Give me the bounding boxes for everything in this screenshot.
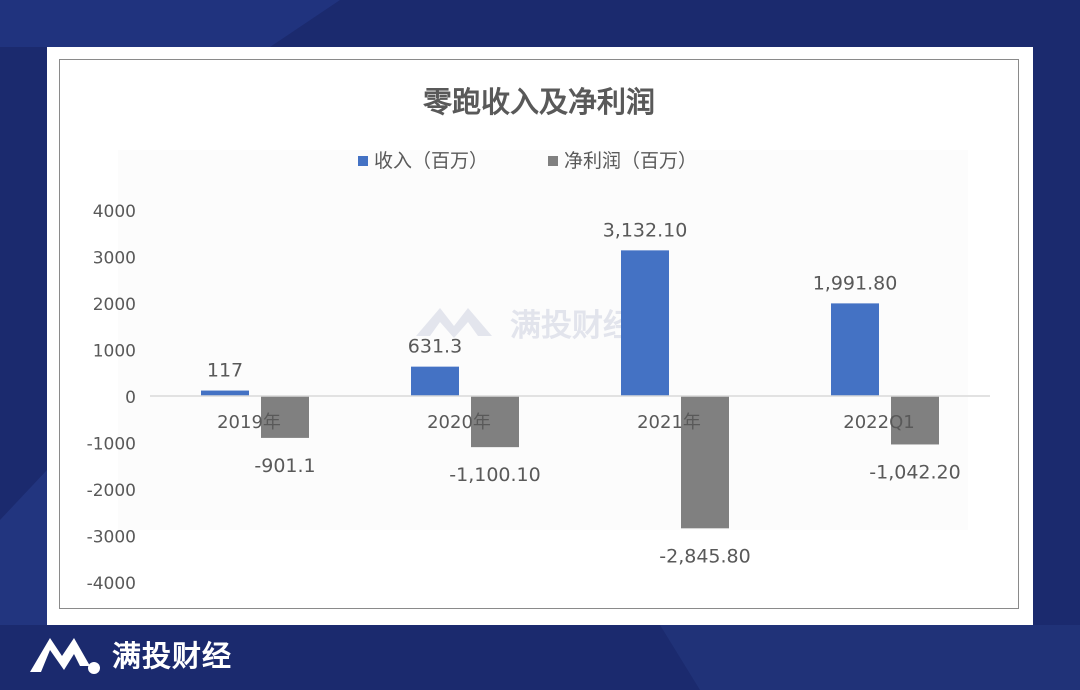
y-tick-label: 1000	[93, 342, 136, 362]
y-tick-label: 3000	[93, 249, 136, 269]
y-tick-label: -2000	[87, 481, 136, 501]
revenue-bar	[831, 303, 879, 396]
watermark-text: 满投财经	[510, 308, 634, 344]
legend-label-1: 净利润（百万）	[564, 150, 697, 172]
net-profit-bar	[681, 396, 729, 529]
revenue-data-label: 1,991.80	[813, 272, 898, 294]
brand: 满投财经	[28, 632, 232, 676]
bars	[201, 250, 939, 529]
legend-swatch-0	[358, 156, 368, 166]
net-profit-data-label: -901.1	[254, 455, 315, 477]
net-profit-bar	[471, 396, 519, 448]
brand-logo-icon	[30, 638, 100, 674]
plot-area	[118, 150, 968, 530]
revenue-data-label: 117	[207, 360, 243, 382]
brand-name: 满投财经	[112, 639, 233, 673]
net-profit-data-label: -2,845.80	[659, 545, 750, 567]
revenue-data-label: 631.3	[408, 336, 462, 358]
x-tick-label: 2020年	[427, 412, 491, 433]
chart-title: 零跑收入及净利润	[423, 85, 655, 119]
legend: 收入（百万） 净利润（百万）	[358, 150, 697, 172]
x-tick-label: 2019年	[217, 412, 281, 433]
y-tick-label: -1000	[87, 435, 136, 455]
revenue-bar	[621, 250, 669, 396]
watermark: 满投财经	[416, 308, 634, 344]
chart-card: 满投财经 零跑收入及净利润 收入（百万） 净利润（百万） 4000 3000 2000…	[47, 47, 1033, 625]
net-profit-data-label: -1,100.10	[449, 464, 540, 486]
revenue-data-label: 3,132.10	[603, 219, 688, 241]
y-tick-label: 0	[125, 388, 136, 408]
net-profit-bar	[891, 396, 939, 445]
revenue-bar	[411, 366, 459, 396]
y-tick-label: -4000	[87, 574, 136, 594]
bar-chart: 满投财经 零跑收入及净利润 收入（百万） 净利润（百万） 4000 3000 2000…	[87, 85, 990, 594]
x-tick-label: 2021年	[637, 412, 701, 433]
y-axis: 4000 3000 2000 1000 0 -1000 -2000 -3000 -4000	[87, 202, 136, 594]
y-tick-label: 4000	[93, 202, 136, 222]
net-profit-bar	[261, 396, 309, 438]
chart-frame: 满投财经 零跑收入及净利润 收入（百万） 净利润（百万） 4000 3000 2000…	[59, 59, 1019, 609]
y-tick-label: 2000	[93, 295, 136, 315]
revenue-bar	[201, 390, 249, 396]
legend-swatch-1	[548, 156, 558, 166]
watermark-logo-icon	[416, 308, 492, 338]
data-labels: 117 -901.1 631.3 -1,100.10 3,132.10 -2,845.80…	[207, 219, 961, 567]
legend-label-0: 收入（百万）	[374, 150, 488, 172]
x-tick-label: 2022Q1	[843, 412, 914, 433]
net-profit-data-label: -1,042.20	[869, 461, 960, 483]
y-tick-label: -3000	[87, 528, 136, 548]
x-axis: 2019年 2020年 2021年 2022Q1	[150, 395, 990, 433]
